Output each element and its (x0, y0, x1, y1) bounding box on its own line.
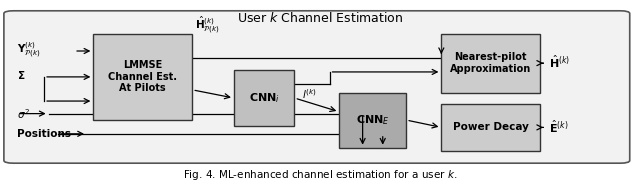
Text: Power Decay: Power Decay (453, 122, 529, 132)
Text: $\sigma^2$: $\sigma^2$ (17, 107, 29, 120)
Text: Positions: Positions (17, 129, 70, 139)
Text: CNN$_i$: CNN$_i$ (248, 91, 280, 105)
FancyBboxPatch shape (4, 11, 630, 163)
Text: $\hat{\mathbf{E}}^{(k)}$: $\hat{\mathbf{E}}^{(k)}$ (548, 118, 568, 135)
Text: CNN$_E$: CNN$_E$ (356, 113, 390, 127)
Bar (339, 92, 406, 148)
Bar (442, 104, 540, 151)
Text: User $k$ Channel Estimation: User $k$ Channel Estimation (237, 11, 403, 25)
Text: Fig. 4. ML-enhanced channel estimation for a user $k$.: Fig. 4. ML-enhanced channel estimation f… (183, 168, 457, 182)
Bar (234, 70, 294, 126)
Bar (442, 34, 540, 92)
Bar (93, 34, 192, 120)
Text: $l^{(k)}$: $l^{(k)}$ (302, 88, 317, 101)
Text: $\mathbf{Y}_{\mathcal{P}(k)}^{(k)}$: $\mathbf{Y}_{\mathcal{P}(k)}^{(k)}$ (17, 41, 40, 60)
Text: LMMSE
Channel Est.
At Pilots: LMMSE Channel Est. At Pilots (108, 60, 177, 93)
Text: $\boldsymbol{\Sigma}$: $\boldsymbol{\Sigma}$ (17, 69, 25, 81)
Text: $\hat{\mathbf{H}}^{(k)}$: $\hat{\mathbf{H}}^{(k)}$ (548, 54, 570, 70)
Text: $\hat{\mathbf{H}}_{\mathcal{P}(k)}^{(k)}$: $\hat{\mathbf{H}}_{\mathcal{P}(k)}^{(k)}… (195, 14, 220, 35)
Text: Nearest-pilot
Approximation: Nearest-pilot Approximation (450, 52, 531, 74)
